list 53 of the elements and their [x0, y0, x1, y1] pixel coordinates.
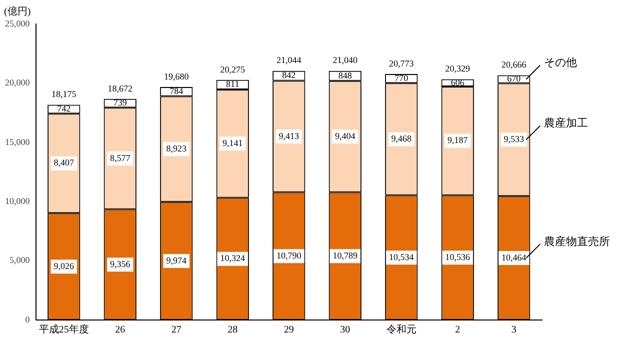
- x-tick-label: 平成25年度: [38, 324, 89, 336]
- series-label: 農産物直売所: [544, 234, 610, 248]
- total-label: 18,672: [108, 83, 132, 94]
- x-tick-label: 2: [455, 324, 460, 336]
- data-label: 10,790: [276, 250, 302, 260]
- series-label: その他: [544, 57, 578, 70]
- total-label: 20,329: [445, 64, 470, 74]
- x-tick-label: 29: [284, 324, 294, 336]
- total-label: 20,666: [502, 60, 527, 70]
- x-tick-label: 28: [228, 324, 238, 336]
- total-label: 19,680: [164, 71, 190, 82]
- x-tick-label: 令和元: [386, 324, 416, 336]
- data-label: 8,923: [166, 143, 187, 154]
- y-tick-label: 5,000: [10, 255, 30, 266]
- data-label: 10,464: [502, 252, 527, 262]
- data-label: 770: [394, 72, 409, 83]
- total-label: 20,275: [220, 64, 246, 74]
- y-axis-title: (億円): [4, 6, 31, 18]
- y-tick-label: 20,000: [5, 78, 30, 88]
- data-label: 811: [226, 79, 240, 90]
- data-label: 9,974: [166, 255, 187, 266]
- x-tick-label: 26: [115, 324, 126, 336]
- data-label: 9,026: [54, 260, 74, 271]
- y-tick-label: 0: [25, 314, 30, 324]
- data-label: 10,536: [445, 252, 470, 262]
- data-label: 8,577: [110, 152, 131, 163]
- y-tick-label: 25,000: [5, 18, 30, 28]
- data-label: 9,141: [222, 138, 243, 148]
- data-label: 10,324: [220, 253, 246, 264]
- data-label: 784: [170, 86, 184, 96]
- y-tick-label: 15,000: [5, 136, 30, 147]
- data-label: 9,404: [335, 130, 356, 141]
- x-tick-label: 3: [511, 324, 516, 336]
- data-label: 9,468: [391, 134, 412, 144]
- data-label: 9,413: [278, 130, 300, 141]
- data-label: 9,533: [504, 134, 524, 144]
- x-tick-label: 30: [340, 324, 350, 336]
- series-label: 農産加工: [544, 116, 588, 130]
- data-label: 842: [282, 70, 296, 80]
- total-label: 18,175: [52, 89, 77, 100]
- x-tick-label: 27: [171, 324, 182, 336]
- data-label: 10,534: [389, 252, 414, 262]
- data-label: 9,187: [448, 135, 468, 146]
- data-label: 9,356: [110, 258, 131, 269]
- data-label: 8,407: [54, 158, 74, 168]
- data-label: 10,789: [332, 250, 358, 260]
- total-label: 21,044: [276, 55, 302, 66]
- y-tick-label: 10,000: [5, 196, 30, 206]
- data-label: 848: [338, 70, 352, 80]
- total-label: 21,040: [332, 55, 358, 66]
- data-label: 742: [57, 104, 71, 114]
- total-label: 20,773: [389, 58, 414, 68]
- data-label: 739: [113, 98, 128, 108]
